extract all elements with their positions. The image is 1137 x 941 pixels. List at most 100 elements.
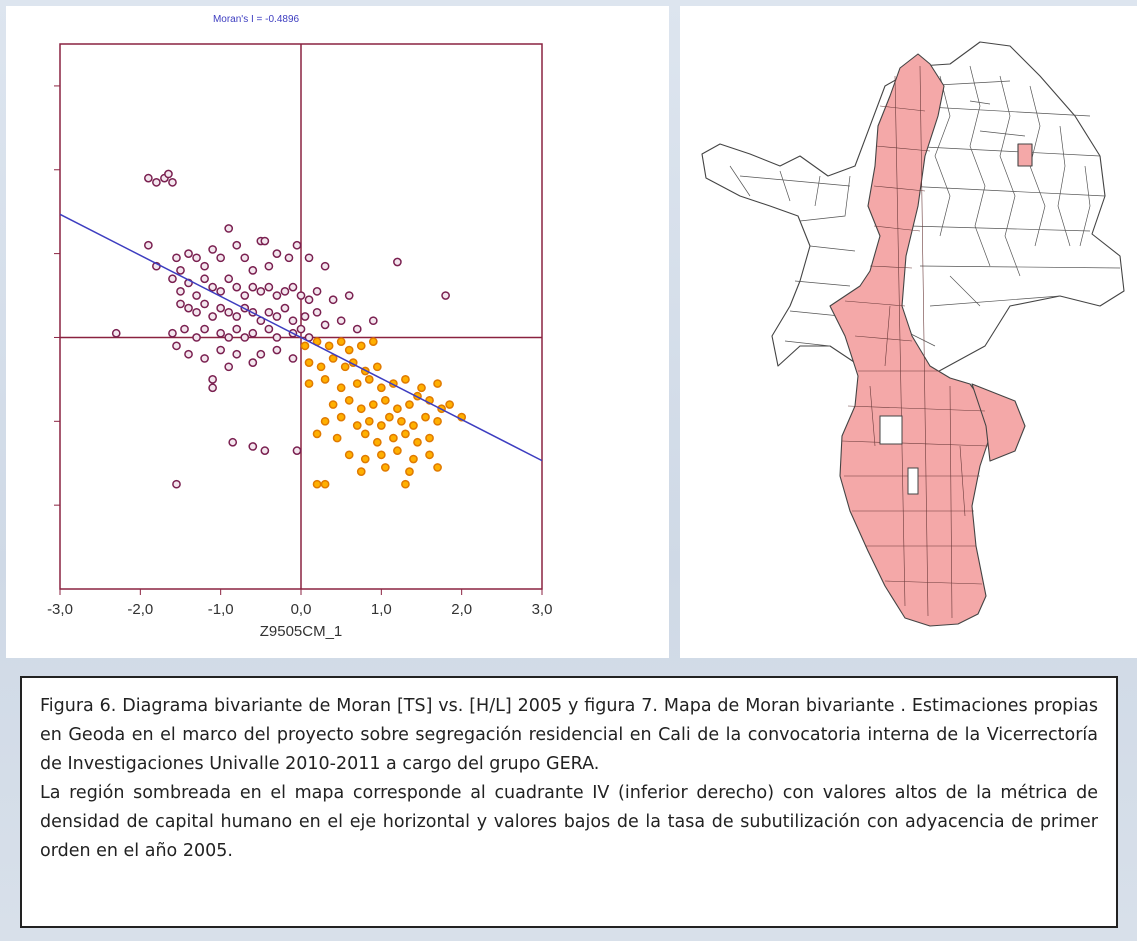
scatter-point — [288, 354, 298, 363]
scatter-point-quadrant-iv — [417, 383, 426, 393]
scatter-point — [320, 261, 330, 271]
scatter-point — [208, 245, 217, 254]
scatter-point — [336, 316, 346, 326]
scatter-point-quadrant-iv — [344, 450, 354, 460]
scatter-point — [228, 437, 238, 447]
scatter-point-quadrant-iv — [344, 345, 354, 355]
scatter-point — [192, 333, 201, 342]
scatter-point — [300, 312, 310, 321]
scatter-point — [208, 375, 217, 384]
scatter-point — [260, 446, 270, 456]
scatter-point — [216, 253, 226, 263]
scatter-point-quadrant-iv — [340, 362, 350, 372]
scatter-point-quadrant-iv — [320, 479, 330, 489]
scatter-point — [168, 274, 177, 284]
scatter-point-quadrant-iv — [360, 454, 370, 464]
scatter-point — [248, 358, 258, 367]
map-quadrant-iv-tract-boundaries — [841, 65, 989, 619]
scatter-point — [296, 324, 306, 334]
scatter-point — [393, 257, 402, 267]
scatter-point — [180, 324, 189, 334]
scatter-point — [144, 240, 153, 250]
map-unshaded-hole — [879, 415, 903, 445]
scatter-point-quadrant-iv — [368, 400, 378, 409]
scatter-point-quadrant-iv — [405, 400, 414, 409]
scatter-point-quadrant-iv — [320, 375, 330, 384]
scatter-point — [312, 286, 322, 296]
scatter-point — [260, 236, 270, 246]
scatter-point-quadrant-iv — [364, 416, 374, 426]
scatter-point-quadrant-iv — [356, 341, 366, 351]
scatter-point-quadrant-iv — [381, 395, 390, 405]
scatter-point-quadrant-iv — [316, 362, 326, 372]
scatter-point — [172, 341, 181, 351]
x-tick-label: 0,0 — [291, 601, 312, 618]
scatter-point-quadrant-iv — [332, 433, 342, 443]
scatter-point-quadrant-iv — [409, 454, 418, 464]
scatter-point — [232, 282, 242, 292]
scatter-point — [208, 312, 217, 321]
scatter-point — [192, 253, 201, 263]
scatter-point — [272, 345, 282, 355]
scatter-point — [240, 333, 250, 342]
scatter-point — [248, 266, 258, 275]
bivariate-moran-map-panel — [680, 6, 1137, 658]
cali-bivariate-moran-map — [701, 41, 1125, 627]
figure-caption: Figura 6. Diagrama bivariante de Moran [… — [20, 676, 1118, 928]
scatter-point — [292, 240, 302, 250]
scatter-point-quadrant-iv — [356, 404, 366, 414]
scatter-point — [344, 291, 354, 300]
scatter-point — [248, 328, 258, 338]
scatter-point — [240, 253, 250, 263]
scatter-point — [200, 354, 209, 363]
scatter-point — [288, 316, 298, 326]
scatter-point — [208, 383, 217, 393]
scatter-point — [272, 333, 282, 342]
scatter-point — [232, 312, 242, 321]
scatter-point — [200, 274, 209, 284]
scatter-point-quadrant-iv — [320, 416, 330, 426]
scatter-point-quadrant-iv — [433, 463, 442, 472]
moran-scatterplot-panel: Moran's I = -0.4896 -3,0 -2,0 -1,0 0,0 1,0 2,… — [6, 6, 669, 658]
scatter-point — [224, 307, 234, 317]
x-tick-label: 1,0 — [371, 601, 392, 618]
scatter-point — [304, 253, 314, 263]
scatter-point — [216, 328, 226, 338]
scatter-point-quadrant-iv — [425, 450, 434, 460]
scatter-point-quadrant-iv — [324, 341, 334, 351]
scatter-point — [272, 312, 282, 321]
map-region-quadrant-iv-east — [971, 383, 1026, 462]
scatter-point — [264, 324, 274, 334]
regression-line — [59, 213, 543, 462]
scatter-point — [264, 261, 274, 271]
scatter-point — [232, 349, 242, 359]
scatter-point — [328, 295, 338, 305]
scatter-point — [192, 291, 201, 300]
scatter-point-quadrant-iv — [376, 450, 386, 460]
scatter-point-quadrant-iv — [356, 467, 366, 476]
x-tick-label: 3,0 — [532, 601, 553, 618]
scatter-point-quadrant-iv — [376, 421, 386, 430]
scatter-point — [224, 333, 234, 342]
scatter-point — [172, 479, 181, 489]
scatter-point-quadrant-iv — [336, 337, 346, 347]
scatter-point-quadrant-iv — [304, 358, 314, 367]
scatter-point-quadrant-iv — [352, 379, 362, 388]
scatter-point — [172, 253, 181, 263]
scatter-point — [264, 282, 274, 292]
scatter-point — [184, 349, 193, 359]
scatter-point-quadrant-iv — [445, 400, 454, 409]
scatter-point-quadrant-iv — [381, 463, 390, 472]
scatter-point — [320, 320, 330, 330]
scatter-point-quadrant-iv — [401, 479, 410, 489]
scatter-point — [441, 291, 450, 300]
scatter-point-quadrant-iv — [421, 412, 430, 422]
scatter-point-quadrant-iv — [328, 400, 338, 409]
scatter-point — [200, 261, 209, 271]
scatter-point-quadrant-iv — [364, 375, 374, 384]
caption-paragraph-1: Figura 6. Diagrama bivariante de Moran [… — [40, 696, 1098, 774]
scatter-point — [240, 291, 250, 300]
scatter-point-quadrant-iv — [304, 379, 314, 388]
scatter-point-quadrant-iv — [393, 404, 402, 414]
scatter-point-quadrant-iv — [393, 446, 402, 456]
